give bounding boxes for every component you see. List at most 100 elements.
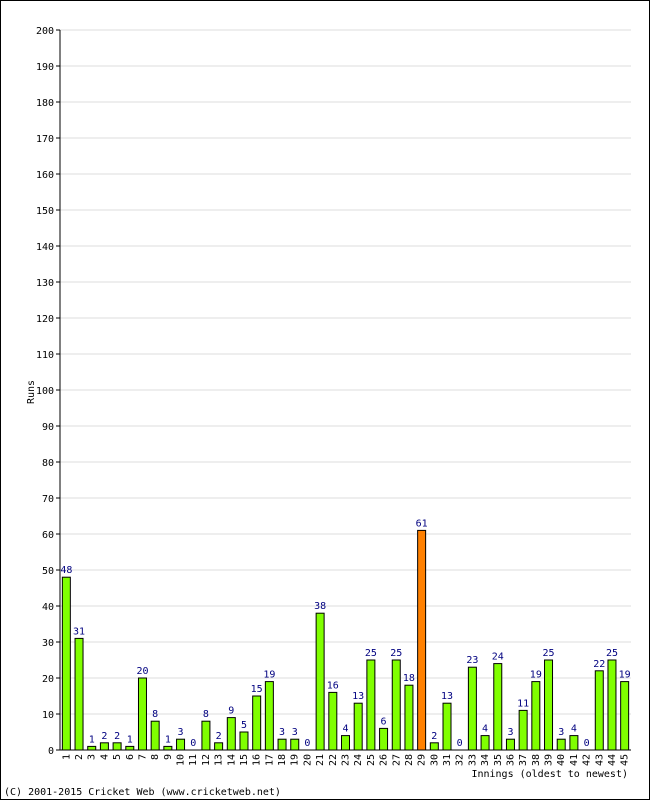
- data-label: 0: [304, 738, 310, 749]
- x-tick-label: 14: [226, 754, 237, 766]
- bar: [226, 717, 236, 751]
- data-label: 3: [507, 727, 513, 738]
- data-label: 0: [190, 738, 196, 749]
- x-tick-label: 3: [87, 754, 98, 760]
- x-tick-label: 32: [455, 754, 466, 766]
- x-tick-label: 40: [556, 754, 567, 766]
- x-tick-label: 36: [505, 754, 516, 766]
- data-label: 2: [431, 731, 437, 742]
- bar: [252, 695, 262, 751]
- axes: 0102030405060708090100110120130140150160…: [36, 26, 631, 766]
- data-label: 19: [530, 670, 542, 681]
- data-label: 16: [327, 680, 339, 691]
- copyright-footer: (C) 2001-2015 Cricket Web (www.cricketwe…: [4, 787, 281, 798]
- y-tick-label: 160: [36, 170, 54, 181]
- x-tick-label: 29: [417, 754, 428, 766]
- data-label: 31: [73, 626, 85, 637]
- y-tick-label: 100: [36, 386, 54, 397]
- data-label: 15: [251, 684, 263, 695]
- grid-lines: [60, 29, 631, 715]
- y-tick-label: 80: [42, 458, 54, 469]
- data-label: 19: [263, 670, 275, 681]
- x-tick-label: 23: [341, 754, 352, 766]
- x-tick-label: 25: [366, 754, 377, 766]
- bar: [99, 742, 109, 751]
- data-label: 6: [381, 716, 387, 727]
- bar: [493, 663, 503, 751]
- x-tick-label: 28: [404, 754, 415, 766]
- x-tick-label: 15: [239, 754, 250, 766]
- data-label: 25: [542, 648, 554, 659]
- y-tick-label: 20: [42, 674, 54, 685]
- x-tick-label: 45: [620, 754, 631, 766]
- data-label: 1: [165, 734, 171, 745]
- bars: [61, 529, 630, 751]
- x-axis-title: Innings (oldest to newest): [471, 769, 628, 780]
- x-tick-label: 11: [188, 754, 199, 766]
- data-label: 13: [352, 691, 364, 702]
- bar: [467, 666, 477, 751]
- data-label: 8: [203, 709, 209, 720]
- y-tick-label: 30: [42, 638, 54, 649]
- y-tick-label: 0: [48, 746, 54, 757]
- x-tick-label: 21: [315, 754, 326, 766]
- bar: [379, 727, 389, 751]
- bar: [239, 731, 249, 751]
- bar: [264, 681, 274, 751]
- x-tick-label: 9: [163, 754, 174, 760]
- bar: [61, 576, 71, 751]
- data-label: 0: [584, 738, 590, 749]
- data-label: 23: [466, 655, 478, 666]
- bar: [74, 637, 84, 751]
- data-label: 4: [482, 724, 488, 735]
- bar: [404, 684, 414, 751]
- x-tick-label: 7: [137, 754, 148, 760]
- x-tick-label: 35: [493, 754, 504, 766]
- data-label: 38: [314, 601, 326, 612]
- data-label: 4: [571, 724, 577, 735]
- data-label: 3: [558, 727, 564, 738]
- x-tick-label: 5: [112, 754, 123, 760]
- bar: [137, 677, 147, 751]
- y-tick-label: 10: [42, 710, 54, 721]
- data-label: 25: [390, 648, 402, 659]
- bar: [87, 745, 97, 751]
- bar: [429, 742, 439, 751]
- y-tick-label: 150: [36, 206, 54, 217]
- data-label: 2: [216, 731, 222, 742]
- data-label: 3: [279, 727, 285, 738]
- bar: [480, 735, 490, 751]
- bar: [417, 529, 427, 751]
- data-label: 48: [60, 565, 72, 576]
- y-tick-label: 190: [36, 62, 54, 73]
- y-tick-label: 120: [36, 314, 54, 325]
- bar: [277, 738, 287, 751]
- x-tick-label: 20: [302, 754, 313, 766]
- data-label: 22: [593, 659, 605, 670]
- y-tick-label: 40: [42, 602, 54, 613]
- x-tick-label: 44: [607, 754, 618, 766]
- bar: [391, 659, 401, 751]
- bar: [353, 702, 363, 751]
- data-label: 61: [416, 518, 428, 529]
- x-tick-label: 43: [594, 754, 605, 766]
- bar: [544, 659, 554, 751]
- y-tick-label: 130: [36, 278, 54, 289]
- x-tick-label: 19: [290, 754, 301, 766]
- x-tick-label: 18: [277, 754, 288, 766]
- data-label: 0: [457, 738, 463, 749]
- x-tick-label: 2: [74, 754, 85, 760]
- bar: [518, 709, 528, 751]
- data-label: 25: [606, 648, 618, 659]
- y-tick-label: 60: [42, 530, 54, 541]
- x-tick-label: 30: [429, 754, 440, 766]
- bar: [620, 681, 630, 751]
- bar: [607, 659, 617, 751]
- data-label: 13: [441, 691, 453, 702]
- data-label: 1: [89, 734, 95, 745]
- x-tick-label: 27: [391, 754, 402, 766]
- bar: [594, 670, 604, 751]
